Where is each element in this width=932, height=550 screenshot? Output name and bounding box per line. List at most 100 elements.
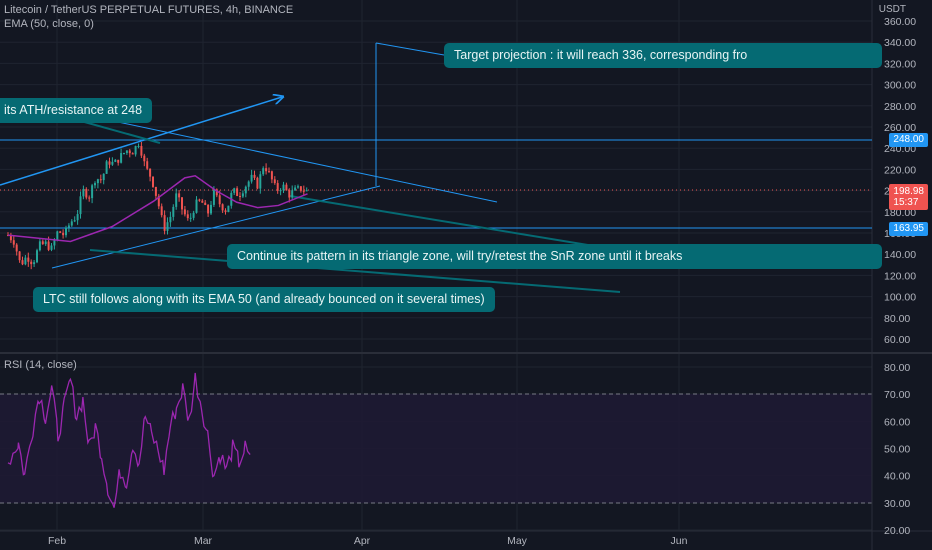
candle-body	[140, 145, 143, 156]
candle-body	[21, 260, 24, 265]
candle-body	[123, 152, 125, 154]
candle-body	[236, 188, 239, 196]
candle-body	[38, 241, 41, 251]
candle-body	[33, 262, 36, 265]
candle-body	[276, 183, 279, 191]
upper-channel-trendline[interactable]	[0, 97, 282, 186]
candle-body	[262, 168, 265, 175]
time-axis-label: Feb	[48, 535, 66, 547]
candle-body	[94, 183, 96, 186]
price-axis-label: 320.00	[884, 58, 916, 70]
time-axis-label: Apr	[354, 535, 371, 547]
rsi-axis-label: 20.00	[884, 525, 910, 537]
candle-body	[56, 231, 59, 241]
candle-body	[215, 189, 218, 196]
triangle-lower-trendline[interactable]	[51, 185, 381, 269]
candle-body	[169, 216, 172, 223]
candle-body	[233, 188, 236, 193]
rsi-axis-label: 50.00	[884, 444, 910, 456]
time-axis-label: May	[507, 535, 528, 547]
candle-body	[146, 161, 149, 169]
candle-body	[125, 150, 128, 153]
candle-body	[111, 161, 114, 165]
candle-body	[143, 155, 146, 162]
candle-body	[149, 168, 152, 177]
candle-body	[195, 199, 198, 213]
symbol-title[interactable]: Litecoin / TetherUS PERPETUAL FUTURES, 4…	[4, 4, 294, 16]
candle-body	[24, 257, 27, 265]
rsi-axis-label: 80.00	[884, 362, 910, 374]
rsi-axis-label: 30.00	[884, 498, 910, 510]
candle-body	[172, 206, 175, 217]
current-price-value: 198.98	[893, 186, 924, 197]
candle-body	[154, 186, 157, 196]
candle-body	[265, 168, 268, 172]
time-axis-label: Mar	[194, 535, 213, 547]
candle-body	[12, 240, 15, 245]
pattern-callout-connector	[289, 195, 601, 248]
time-axis-label: Jun	[671, 535, 688, 547]
candle-body	[67, 225, 70, 228]
candlestick-series[interactable]	[7, 141, 308, 270]
candle-body	[183, 209, 186, 215]
ema-callout-connector	[89, 249, 621, 293]
candle-body	[59, 231, 62, 233]
candle-body	[181, 197, 183, 210]
candle-body	[198, 199, 201, 201]
target-callout[interactable]: Target projection : it will reach 336, c…	[444, 43, 882, 68]
candle-body	[186, 214, 189, 219]
candle-body	[88, 197, 91, 199]
candle-body	[131, 153, 134, 155]
price-axis-label: 80.00	[884, 313, 910, 325]
candle-body	[256, 177, 259, 189]
candle-body	[53, 240, 56, 246]
candle-body	[305, 190, 308, 192]
ema-callout[interactable]: LTC still follows along with its EMA 50 …	[33, 287, 495, 312]
candle-body	[294, 187, 297, 191]
candle-body	[27, 257, 30, 262]
candle-body	[241, 193, 244, 197]
candle-body	[82, 188, 85, 197]
candle-body	[128, 150, 131, 154]
candle-body	[299, 186, 302, 191]
ath-callout[interactable]: its ATH/resistance at 248	[0, 98, 153, 123]
candle-body	[163, 215, 166, 231]
ema-indicator-label[interactable]: EMA (50, close, 0)	[4, 18, 94, 30]
candle-body	[65, 227, 67, 236]
triangle-upper-trendline[interactable]	[84, 114, 498, 203]
rsi-axis-labels: 80.00 70.00 60.00 50.00 40.00 30.00 20.00	[884, 362, 910, 537]
candle-body	[30, 261, 33, 265]
countdown-timer: 15:37	[893, 197, 919, 208]
candle-body	[189, 217, 192, 219]
candle-body	[99, 179, 102, 181]
candle-body	[137, 145, 140, 147]
candle-body	[85, 188, 88, 198]
pattern-callout[interactable]: Continue its pattern in its triangle zon…	[227, 244, 882, 269]
candle-body	[178, 193, 181, 198]
candle-body	[247, 181, 250, 187]
price-axis-label: 140.00	[884, 249, 916, 261]
current-price-tag: 198.98 15:37	[889, 184, 928, 210]
price-axis-label: 220.00	[884, 164, 916, 176]
candle-body	[15, 244, 18, 252]
candle-body	[244, 186, 247, 194]
price-axis-label: 60.00	[884, 334, 910, 346]
price-axis-label: 100.00	[884, 292, 916, 304]
candle-body	[207, 204, 210, 214]
price-axis-label: 340.00	[884, 37, 916, 49]
price-axis-label: 280.00	[884, 101, 916, 113]
candle-body	[201, 200, 204, 203]
candle-body	[270, 171, 273, 180]
price-axis-label: 300.00	[884, 80, 916, 92]
candle-body	[117, 159, 120, 163]
candle-body	[36, 250, 38, 263]
candle-body	[291, 190, 294, 198]
candle-body	[160, 206, 163, 216]
rsi-indicator-label[interactable]: RSI (14, close)	[4, 359, 77, 371]
rsi-band	[0, 394, 872, 503]
support-price-tag: 163.95	[889, 222, 928, 236]
candle-body	[273, 179, 276, 184]
candle-body	[302, 190, 305, 192]
rsi-axis-label: 60.00	[884, 416, 910, 428]
